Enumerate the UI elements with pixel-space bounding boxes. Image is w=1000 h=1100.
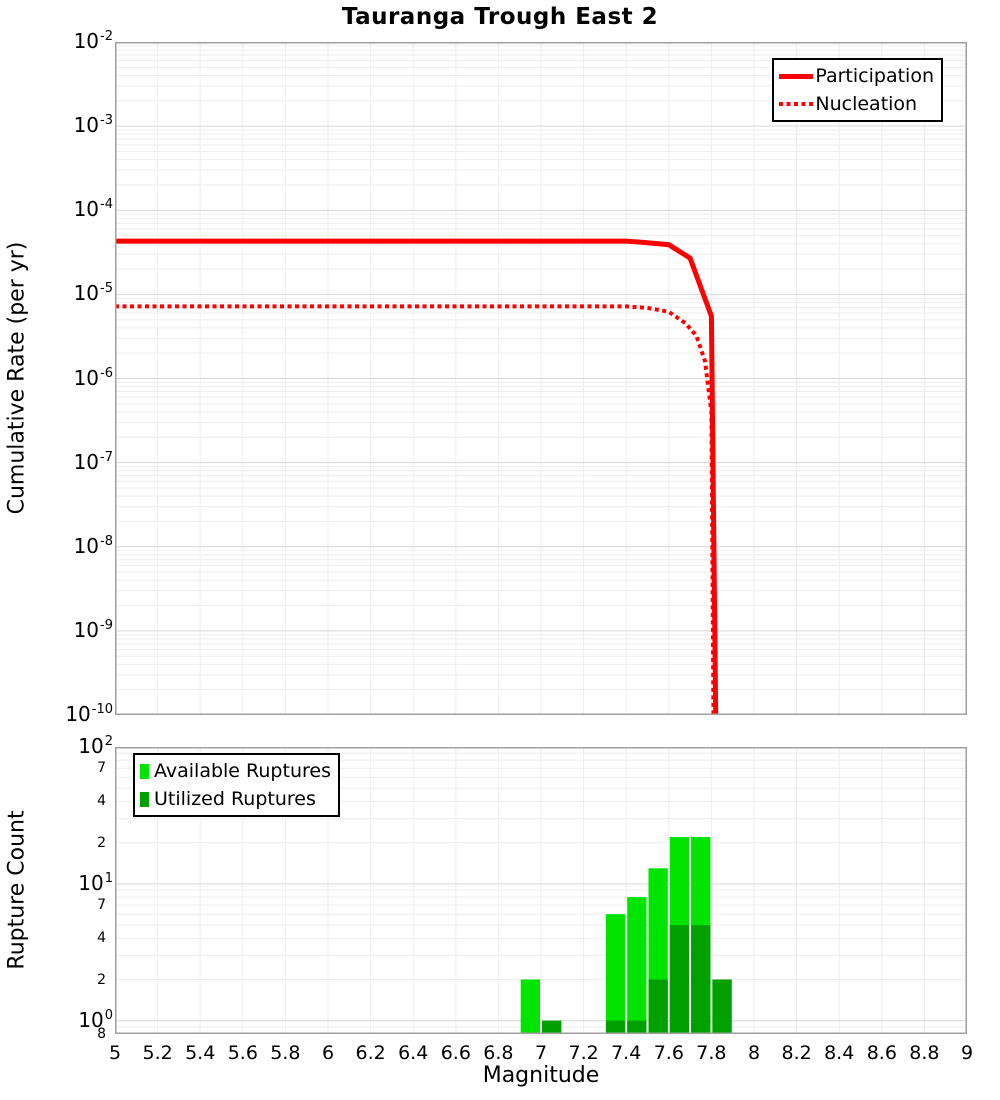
top-y-tick-label: 10-9 [73, 617, 113, 642]
top-y-tick-label: 10-5 [73, 281, 113, 306]
top-y-tick-label: 10-7 [73, 449, 113, 474]
x-tick-label: 9 [960, 1042, 974, 1064]
chart-title: Tauranga Trough East 2 [341, 4, 659, 30]
top-y-tick-label: 10-3 [73, 113, 113, 138]
bottom-y-minor-tick-label: 4 [97, 930, 106, 947]
x-tick-label: 5.4 [185, 1042, 216, 1064]
bottom-y-axis-title: Rupture Count [4, 810, 30, 970]
rupture-count-plot [115, 746, 967, 1034]
x-tick-label: 7.4 [611, 1042, 642, 1064]
x-tick-label: 6.2 [355, 1042, 386, 1064]
x-tick-label: 8.4 [824, 1042, 855, 1064]
x-tick-label: 6.8 [483, 1042, 514, 1064]
bottom-y-minor-tick-label: 2 [97, 971, 106, 988]
legend-item-participation: Participation [779, 62, 934, 90]
x-tick-label: 8.6 [866, 1042, 897, 1064]
x-tick-label: 6 [321, 1042, 335, 1064]
legend-item-nucleation: Nucleation [779, 90, 934, 118]
x-tick-label: 7 [534, 1042, 548, 1064]
top-y-tick-label: 10-2 [73, 29, 113, 53]
rupture-count-legend: Available Ruptures Utilized Ruptures [133, 753, 340, 817]
x-axis-title: Magnitude [482, 1063, 600, 1088]
x-tick-label: 7.2 [568, 1042, 599, 1064]
cumulative-rate-plot [115, 41, 967, 716]
x-tick-label: 7.6 [653, 1042, 684, 1064]
x-tick-label: 7.8 [696, 1042, 727, 1064]
bottom-y-minor-tick-label: 4 [97, 793, 106, 810]
participation-solid-line-icon [779, 73, 814, 79]
bottom-y-minor-tick-label: 8 [97, 1026, 106, 1042]
top-y-tick-label: 10-4 [73, 197, 113, 222]
top-y-tick-label: 10-10 [65, 702, 113, 726]
x-tick-label: 8.2 [781, 1042, 812, 1064]
nucleation-dotted-line-icon [779, 102, 814, 106]
nucleation-legend-label: Nucleation [815, 93, 918, 115]
legend-item-available: Available Ruptures [140, 757, 331, 785]
top-y-tick-label: 10-6 [73, 365, 113, 390]
bottom-y-minor-tick-label: 2 [97, 834, 106, 851]
x-tick-label: 8 [747, 1042, 761, 1064]
bottom-y-tick-label: 100 [78, 1007, 113, 1032]
bottom-y-minor-tick-label: 7 [97, 897, 106, 914]
cumulative-rate-svg [115, 41, 967, 716]
bottom-y-minor-tick-label: 7 [97, 760, 106, 777]
x-tick-label: 5.8 [270, 1042, 301, 1064]
rate-plot-legend: Participation Nucleation [772, 58, 943, 122]
bottom-y-tick-label: 102 [78, 734, 113, 758]
available-ruptures-swatch-icon [140, 763, 149, 779]
top-y-axis-title: Cumulative Rate (per yr) [4, 241, 30, 515]
x-tick-label: 8.8 [909, 1042, 940, 1064]
x-tick-label: 6.4 [398, 1042, 429, 1064]
rupture-count-svg [115, 746, 967, 1034]
bottom-y-tick-label: 101 [78, 870, 113, 895]
x-tick-label: 5 [108, 1042, 122, 1064]
available-legend-label: Available Ruptures [154, 760, 331, 782]
x-tick-label: 6.6 [440, 1042, 471, 1064]
legend-item-utilized: Utilized Ruptures [140, 785, 331, 813]
top-y-tick-label: 10-8 [73, 533, 113, 558]
utilized-legend-label: Utilized Ruptures [154, 788, 316, 810]
participation-legend-label: Participation [815, 65, 934, 87]
x-tick-label: 5.2 [142, 1042, 173, 1064]
utilized-ruptures-swatch-icon [140, 791, 149, 807]
x-tick-label: 5.6 [227, 1042, 258, 1064]
